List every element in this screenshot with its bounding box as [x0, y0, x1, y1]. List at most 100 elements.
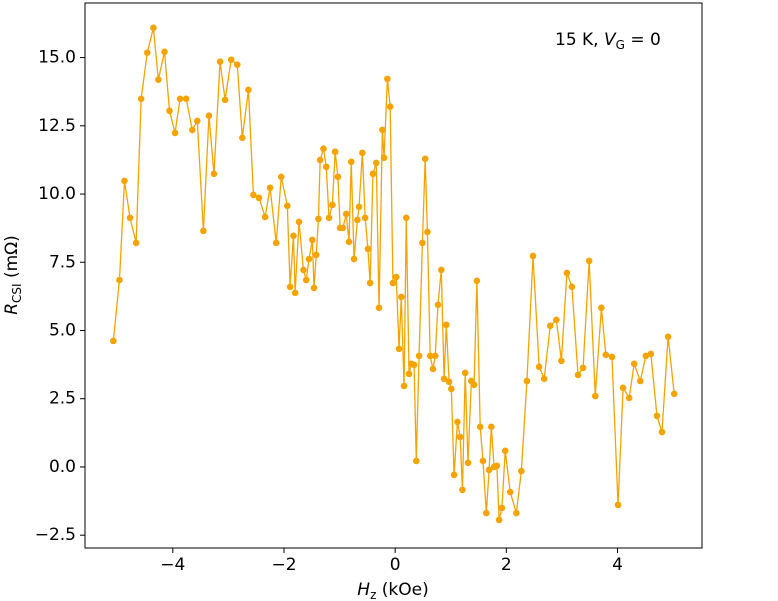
data-point [345, 238, 353, 246]
data-point [424, 228, 431, 236]
data-point [485, 466, 493, 474]
x-label-part: (kOe) [376, 580, 428, 600]
data-point [664, 333, 672, 341]
data-point [495, 516, 503, 524]
annotation-part: 15 K, [555, 30, 604, 50]
data-point [227, 56, 235, 64]
data-point [395, 345, 403, 353]
data-point [272, 239, 280, 247]
data-point [386, 103, 394, 111]
data-point [166, 107, 173, 115]
data-point [558, 357, 565, 365]
y-tick-label: 5.0 [49, 320, 76, 340]
data-point [553, 316, 560, 324]
x-axis-label: Hz (kOe) [357, 580, 428, 601]
data-point [234, 61, 241, 68]
x-tick-label: 0 [390, 555, 401, 575]
data-point [290, 232, 297, 240]
data-point [325, 214, 333, 222]
data-point [563, 269, 571, 277]
annotation-part: V [604, 30, 617, 50]
data-point [302, 276, 310, 284]
data-point [266, 184, 274, 192]
data-point [359, 149, 366, 157]
data-point [295, 218, 303, 226]
data-point [355, 203, 363, 211]
data-point [614, 501, 622, 509]
data-point [110, 337, 117, 345]
data-point [498, 504, 506, 512]
data-point [200, 227, 207, 235]
x-tick-label: 4 [612, 555, 623, 575]
data-point [392, 273, 400, 281]
data-point [182, 95, 190, 103]
data-point [658, 428, 666, 436]
data-point [598, 304, 605, 312]
annotation-part: G [616, 38, 625, 52]
data-point [434, 301, 442, 309]
data-point [488, 423, 495, 431]
data-point [637, 377, 644, 385]
data-point [479, 457, 487, 465]
data-point [653, 412, 661, 420]
data-point [155, 76, 162, 83]
data-point [350, 255, 358, 263]
data-point [312, 251, 320, 259]
data-point [389, 279, 397, 287]
data-point [579, 364, 587, 372]
data-point [438, 266, 445, 274]
data-point [419, 239, 426, 247]
data-point [647, 350, 655, 358]
y-tick-label: 10.0 [38, 184, 76, 204]
data-point [476, 423, 484, 431]
y-label-part: R [2, 303, 22, 315]
data-point [316, 156, 324, 164]
data-point [518, 467, 525, 475]
data-point [339, 224, 347, 232]
data-point [402, 214, 410, 222]
data-point [445, 378, 453, 386]
data-point [483, 509, 490, 517]
x-label-part: z [370, 588, 376, 601]
x-label-part: H [357, 580, 370, 600]
data-point [284, 202, 291, 210]
data-point [459, 486, 466, 494]
data-line [112, 27, 675, 521]
y-axis-label: RCSI (mΩ) [2, 235, 24, 315]
data-point [261, 213, 269, 221]
data-point [320, 145, 327, 153]
data-point [535, 363, 543, 371]
data-point [529, 252, 537, 260]
data-point [291, 289, 299, 297]
data-point [366, 279, 374, 287]
data-point [334, 173, 342, 181]
y-tick-label: 12.5 [38, 116, 76, 136]
data-point [239, 134, 246, 142]
data-point [305, 255, 313, 263]
data-point [137, 95, 145, 103]
data-point [116, 276, 123, 284]
data-point [506, 488, 514, 496]
y-tick-label: 0.0 [49, 457, 76, 477]
data-point [250, 191, 257, 199]
data-point [523, 377, 531, 385]
data-point [171, 129, 179, 137]
plot-frame [84, 2, 703, 549]
data-point [315, 215, 322, 223]
data-point [286, 283, 294, 291]
y-label-part: (mΩ) [2, 235, 22, 283]
data-point [188, 126, 196, 134]
data-point [602, 351, 610, 359]
data-point [161, 48, 168, 56]
data-point [450, 471, 458, 479]
data-point [329, 201, 336, 209]
x-tick-label: −2 [271, 555, 296, 575]
data-point [150, 24, 157, 32]
data-point [493, 462, 501, 470]
data-point [132, 239, 140, 247]
data-point [143, 49, 151, 56]
data-point [372, 159, 380, 167]
data-point [361, 214, 369, 222]
data-point [630, 360, 638, 368]
